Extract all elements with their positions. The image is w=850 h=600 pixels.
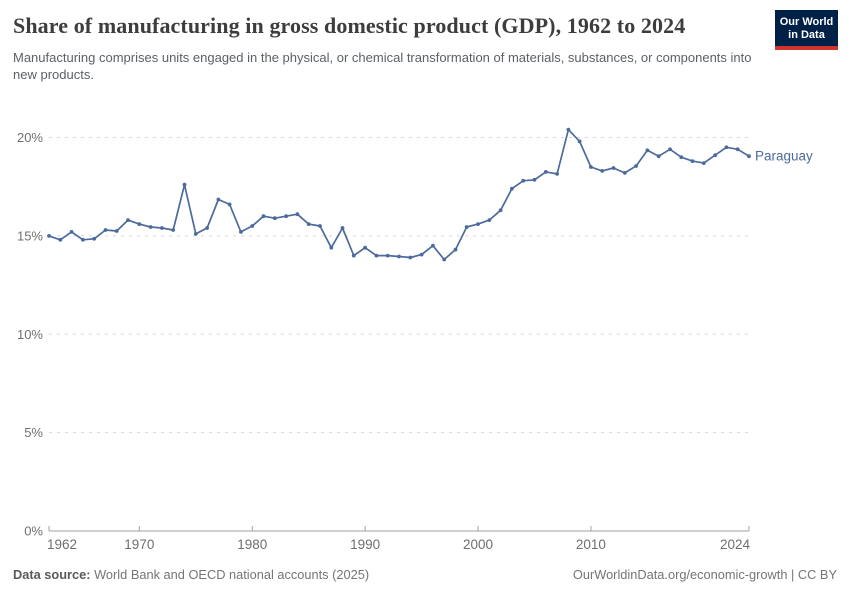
data-point-1986[interactable] bbox=[318, 224, 322, 228]
data-point-2007[interactable] bbox=[555, 172, 559, 176]
data-point-1995[interactable] bbox=[419, 252, 424, 257]
data-point-1993[interactable] bbox=[397, 254, 401, 259]
data-point-2011[interactable] bbox=[600, 169, 605, 173]
entity-label-paraguay[interactable]: Paraguay bbox=[755, 149, 813, 164]
data-point-2016[interactable] bbox=[656, 154, 661, 159]
data-point-2009[interactable] bbox=[577, 139, 582, 144]
data-point-1970[interactable] bbox=[137, 222, 142, 227]
data-point-1984[interactable] bbox=[295, 212, 300, 217]
data-point-1989[interactable] bbox=[351, 253, 356, 258]
data-point-1976[interactable] bbox=[205, 226, 210, 230]
data-point-2015[interactable] bbox=[645, 148, 650, 153]
data-point-1965[interactable] bbox=[81, 237, 85, 242]
data-point-1966[interactable] bbox=[92, 236, 97, 241]
data-point-1969[interactable] bbox=[126, 218, 130, 223]
page-title: Share of manufacturing in gross domestic… bbox=[13, 13, 686, 38]
chart-footer: Data source: World Bank and OECD nationa… bbox=[13, 567, 837, 589]
y-axis-label-20: 20% bbox=[17, 130, 43, 145]
data-source-label: Data source: bbox=[13, 567, 91, 582]
x-axis-label-1980: 1980 bbox=[237, 537, 267, 552]
data-point-1981[interactable] bbox=[261, 214, 266, 219]
data-point-2008[interactable] bbox=[566, 127, 571, 132]
x-axis-label-2000: 2000 bbox=[463, 537, 493, 552]
data-point-2014[interactable] bbox=[634, 164, 638, 168]
data-point-1975[interactable] bbox=[193, 232, 198, 236]
data-point-2005[interactable] bbox=[532, 177, 537, 182]
y-axis-label-5: 5% bbox=[24, 425, 43, 440]
x-axis-label-1962: 1962 bbox=[47, 537, 77, 552]
data-point-1973[interactable] bbox=[171, 228, 176, 232]
data-point-2006[interactable] bbox=[543, 170, 548, 174]
data-point-1983[interactable] bbox=[284, 214, 288, 219]
line-series-paraguay[interactable] bbox=[48, 128, 750, 261]
y-axis-label-10: 10% bbox=[17, 327, 43, 342]
data-point-1982[interactable] bbox=[272, 216, 277, 221]
data-point-1962[interactable] bbox=[47, 234, 51, 238]
owid-logo-line2: in Data bbox=[788, 29, 825, 41]
y-axis-label-0: 0% bbox=[24, 524, 43, 539]
owid-logo-line1: Our World bbox=[779, 16, 834, 28]
data-point-1980[interactable] bbox=[250, 224, 255, 228]
data-point-1998[interactable] bbox=[453, 247, 458, 252]
data-point-2013[interactable] bbox=[622, 171, 627, 175]
data-point-1971[interactable] bbox=[148, 225, 153, 229]
data-point-1972[interactable] bbox=[160, 226, 164, 230]
data-point-1979[interactable] bbox=[239, 230, 243, 234]
data-point-1977[interactable] bbox=[216, 197, 221, 202]
data-point-1997[interactable] bbox=[442, 257, 447, 262]
x-axis-label-2024: 2024 bbox=[720, 537, 751, 552]
y-axis-label-15: 15% bbox=[17, 228, 43, 243]
data-point-2024[interactable] bbox=[747, 154, 751, 159]
data-point-2010[interactable] bbox=[589, 165, 593, 169]
data-point-1992[interactable] bbox=[385, 253, 390, 258]
data-point-2018[interactable] bbox=[679, 155, 684, 160]
data-point-2017[interactable] bbox=[668, 147, 672, 152]
data-point-1968[interactable] bbox=[114, 229, 119, 233]
data-point-1994[interactable] bbox=[408, 255, 413, 260]
data-point-1988[interactable] bbox=[340, 226, 345, 230]
data-point-2001[interactable] bbox=[487, 218, 492, 223]
data-point-2021[interactable] bbox=[713, 153, 717, 158]
data-point-2012[interactable] bbox=[611, 166, 616, 170]
data-point-1985[interactable] bbox=[306, 222, 311, 227]
data-point-1991[interactable] bbox=[374, 253, 379, 258]
data-point-2003[interactable] bbox=[510, 186, 514, 191]
data-point-2002[interactable] bbox=[498, 208, 503, 213]
data-point-1974[interactable] bbox=[182, 182, 187, 187]
chart-header: Share of manufacturing in gross domestic… bbox=[13, 12, 763, 83]
data-point-2022[interactable] bbox=[724, 145, 729, 150]
data-point-1963[interactable] bbox=[58, 237, 63, 242]
chart-subtitle: Manufacturing comprises units engaged in… bbox=[13, 50, 752, 82]
data-point-1967[interactable] bbox=[103, 228, 108, 232]
data-point-1999[interactable] bbox=[464, 225, 469, 229]
x-axis-label-1990: 1990 bbox=[350, 537, 380, 552]
owid-url-license[interactable]: OurWorldinData.org/economic-growth | CC … bbox=[572, 567, 837, 582]
x-axis-label-1970: 1970 bbox=[124, 537, 154, 552]
data-source-text: World Bank and OECD national accounts (2… bbox=[90, 567, 370, 582]
data-point-1996[interactable] bbox=[431, 243, 435, 248]
data-point-2020[interactable] bbox=[701, 161, 706, 166]
data-point-2000[interactable] bbox=[476, 222, 480, 227]
data-source-note: Data source: World Bank and OECD nationa… bbox=[13, 567, 369, 589]
data-point-1987[interactable] bbox=[329, 245, 334, 250]
data-point-2023[interactable] bbox=[735, 147, 740, 152]
data-point-1964[interactable] bbox=[69, 230, 74, 234]
data-point-2004[interactable] bbox=[521, 178, 526, 183]
owid-logo[interactable]: Our World in Data bbox=[775, 10, 838, 50]
data-point-2019[interactable] bbox=[690, 159, 695, 164]
data-point-1990[interactable] bbox=[363, 245, 367, 250]
data-point-1978[interactable] bbox=[227, 202, 232, 207]
x-axis-label-2010: 2010 bbox=[576, 537, 606, 552]
